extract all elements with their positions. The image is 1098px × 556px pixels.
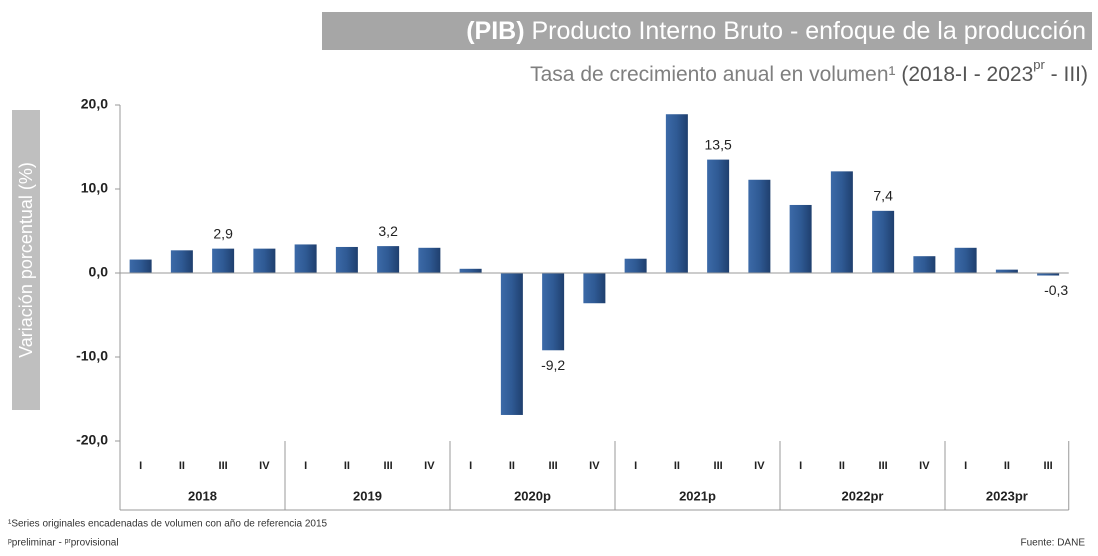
source: Fuente: DANE bbox=[1021, 538, 1086, 549]
group-label: 2021p bbox=[679, 488, 716, 503]
value-label: 13,5 bbox=[705, 136, 732, 152]
bar bbox=[789, 204, 812, 273]
bar bbox=[418, 247, 441, 273]
bar bbox=[748, 179, 771, 273]
x-tick-label: II bbox=[179, 460, 185, 472]
x-tick-label: III bbox=[384, 460, 393, 472]
x-tick-label: IV bbox=[259, 460, 270, 472]
x-tick-label: III bbox=[219, 460, 228, 472]
x-tick-label: II bbox=[839, 460, 845, 472]
x-tick-label: IV bbox=[919, 460, 930, 472]
title-abbr: (PIB) bbox=[466, 17, 524, 45]
bar bbox=[170, 250, 193, 273]
y-label-box bbox=[12, 110, 40, 410]
title-box bbox=[322, 12, 1092, 50]
bar bbox=[995, 269, 1018, 273]
x-tick-label: I bbox=[799, 460, 802, 472]
title-text: Producto Interno Bruto - enfoque de la p… bbox=[531, 17, 1086, 45]
y-axis-label: Variación porcentual (%) bbox=[16, 162, 36, 358]
x-tick-label: II bbox=[344, 460, 350, 472]
value-label: -0,3 bbox=[1044, 282, 1068, 298]
footnote: ¹Series originales encadenadas de volume… bbox=[8, 519, 328, 530]
bar bbox=[129, 259, 152, 273]
x-tick-label: I bbox=[139, 460, 142, 472]
value-label: 3,2 bbox=[378, 223, 398, 239]
bar bbox=[1037, 273, 1060, 276]
subtitle-part: - III) bbox=[1045, 63, 1088, 86]
value-label: -9,2 bbox=[541, 357, 565, 373]
bar bbox=[707, 159, 730, 273]
bar bbox=[624, 258, 647, 273]
bar bbox=[830, 171, 853, 273]
group-label: 2018 bbox=[188, 488, 217, 503]
bar bbox=[253, 248, 276, 273]
x-tick-label: I bbox=[634, 460, 637, 472]
group-label: 2020p bbox=[514, 488, 551, 503]
y-tick-label: 10,0 bbox=[81, 180, 108, 196]
chart-subtitle: Tasa de crecimiento anual en volumen¹ (2… bbox=[530, 57, 1088, 85]
x-tick-label: III bbox=[879, 460, 888, 472]
x-tick-label: IV bbox=[589, 460, 600, 472]
x-tick-label: III bbox=[714, 460, 723, 472]
group-label: 2019 bbox=[353, 488, 382, 503]
bar bbox=[583, 273, 606, 304]
subtitle-part: ¹ bbox=[889, 63, 896, 86]
x-tick-label: IV bbox=[754, 460, 765, 472]
group-label: 2023pr bbox=[986, 488, 1028, 503]
group-label: 2022pr bbox=[842, 488, 884, 503]
bar bbox=[335, 246, 358, 273]
x-tick-label: II bbox=[674, 460, 680, 472]
x-tick-label: III bbox=[549, 460, 558, 472]
bar bbox=[212, 248, 235, 273]
bar bbox=[459, 268, 482, 273]
bar bbox=[913, 256, 936, 273]
bar bbox=[872, 210, 895, 273]
x-tick-label: III bbox=[1044, 460, 1053, 472]
chart-title: (PIB) Producto Interno Bruto - enfoque d… bbox=[466, 17, 1086, 45]
subtitle-part: (2018-I - 2023 bbox=[896, 63, 1034, 86]
bar bbox=[377, 246, 400, 273]
x-tick-label: I bbox=[469, 460, 472, 472]
x-tick-label: II bbox=[1004, 460, 1010, 472]
bar bbox=[954, 247, 977, 273]
x-tick-label: I bbox=[304, 460, 307, 472]
subtitle-part: Tasa de crecimiento anual en volumen bbox=[530, 63, 888, 86]
y-tick-label: 0,0 bbox=[89, 264, 109, 280]
bar bbox=[542, 273, 565, 351]
bar bbox=[294, 244, 317, 273]
y-tick-label: 20,0 bbox=[81, 96, 108, 112]
value-label: 2,9 bbox=[213, 225, 233, 241]
value-label: 7,4 bbox=[873, 188, 893, 204]
subtitle-part: pr bbox=[1033, 57, 1045, 72]
bar bbox=[500, 273, 523, 415]
y-tick-label: -10,0 bbox=[76, 348, 108, 364]
x-tick-label: I bbox=[964, 460, 967, 472]
x-tick-label: II bbox=[509, 460, 515, 472]
x-tick-label: IV bbox=[424, 460, 435, 472]
footnote: ᵖpreliminar - ᵖʳprovisional bbox=[8, 538, 119, 549]
bar bbox=[665, 114, 688, 274]
y-tick-label: -20,0 bbox=[76, 432, 108, 448]
